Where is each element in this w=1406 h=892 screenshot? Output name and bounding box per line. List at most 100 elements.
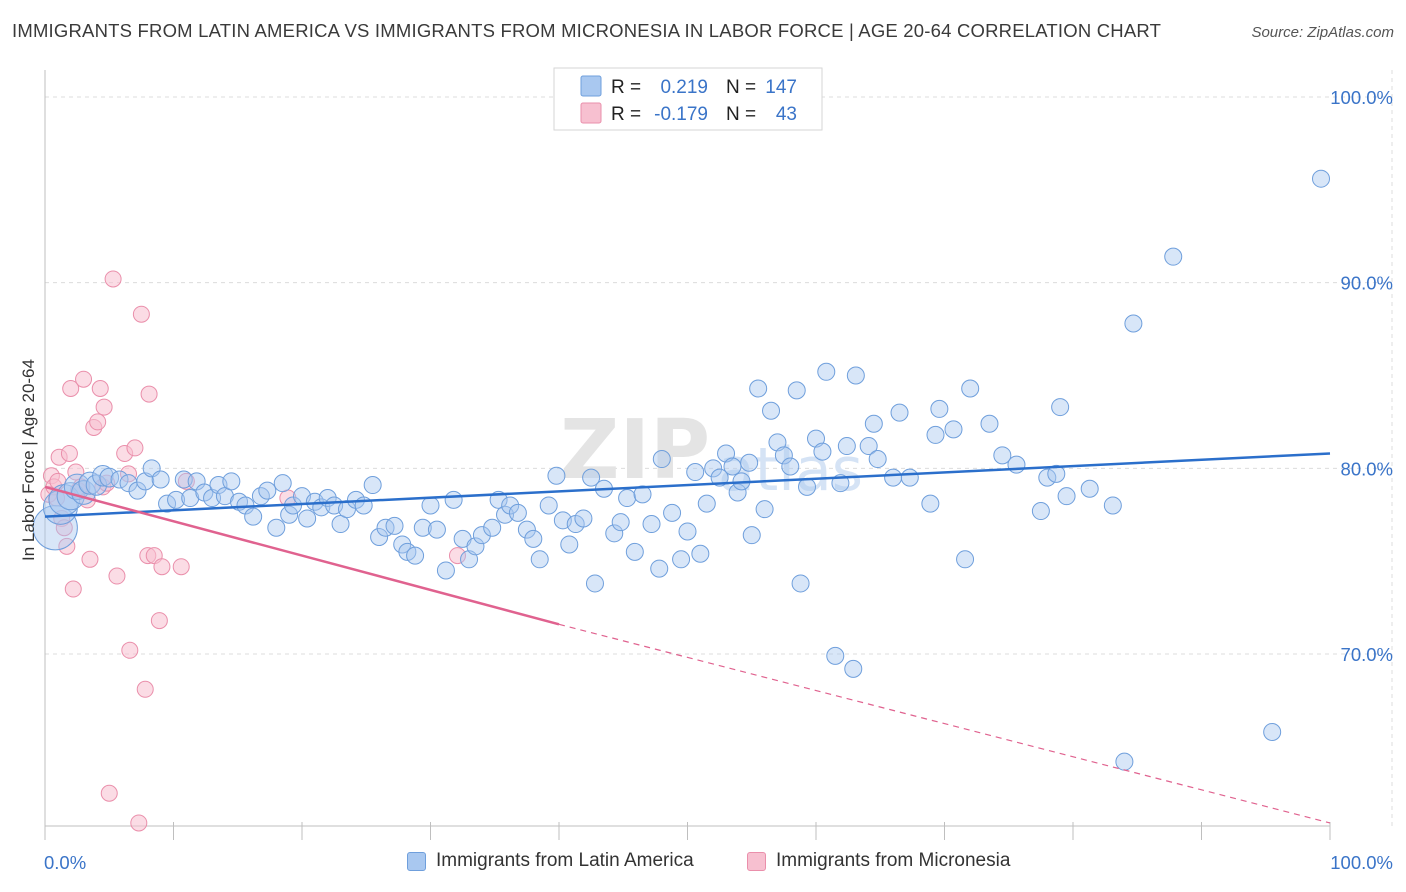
series-micronesia-points bbox=[40, 270, 466, 832]
y-tick-label: 90.0% bbox=[1341, 273, 1393, 294]
data-point-latin-america bbox=[1080, 479, 1099, 498]
data-point-micronesia bbox=[91, 379, 109, 397]
data-point-latin-america bbox=[686, 463, 705, 482]
data-point-latin-america bbox=[749, 379, 768, 398]
y-axis-label: In Labor Force | Age 20-64 bbox=[19, 359, 38, 561]
data-point-latin-america bbox=[582, 468, 601, 487]
stats-swatch-pink bbox=[580, 102, 602, 124]
data-point-latin-america bbox=[413, 518, 432, 537]
data-point-latin-america bbox=[717, 444, 736, 463]
data-point-latin-america bbox=[1103, 496, 1122, 515]
data-point-latin-america bbox=[1051, 398, 1070, 417]
data-point-latin-america bbox=[406, 546, 425, 565]
data-point-micronesia bbox=[132, 305, 150, 323]
data-point-latin-america bbox=[742, 526, 761, 545]
data-point-latin-america bbox=[92, 465, 114, 487]
data-point-latin-america bbox=[884, 468, 903, 487]
stats-r-value-1: 0.219 bbox=[660, 77, 708, 98]
data-point-latin-america bbox=[483, 518, 502, 537]
tick-labels: 70.0% 80.0% 90.0% 100.0% 0.0% 100.0% bbox=[44, 87, 1393, 873]
data-point-micronesia bbox=[62, 379, 80, 397]
data-point-latin-america bbox=[508, 503, 527, 522]
stats-r-label-1: R = bbox=[611, 77, 641, 98]
data-point-latin-america bbox=[244, 507, 263, 526]
data-point-latin-america bbox=[691, 544, 710, 563]
data-point-latin-america bbox=[298, 509, 317, 528]
data-point-micronesia bbox=[67, 463, 85, 481]
data-point-latin-america bbox=[78, 471, 102, 495]
trend-line-micronesia bbox=[44, 485, 560, 626]
data-point-latin-america bbox=[110, 470, 129, 489]
data-point-latin-america bbox=[817, 362, 836, 381]
data-point-latin-america bbox=[167, 490, 186, 509]
data-point-micronesia bbox=[136, 680, 154, 698]
data-point-latin-america bbox=[1164, 247, 1183, 266]
data-point-latin-america bbox=[151, 470, 170, 489]
data-point-latin-america bbox=[128, 481, 147, 500]
data-point-latin-america bbox=[1115, 752, 1134, 771]
data-point-latin-america bbox=[740, 453, 759, 472]
trend-line-micronesia-extension bbox=[558, 623, 1331, 824]
data-point-latin-america bbox=[663, 503, 682, 522]
data-point-latin-america bbox=[762, 401, 781, 420]
data-point-latin-america bbox=[930, 399, 949, 418]
x-tick-label: 0.0% bbox=[44, 852, 86, 873]
data-point-latin-america bbox=[605, 524, 624, 543]
data-point-latin-america bbox=[846, 366, 865, 385]
data-point-micronesia bbox=[75, 370, 93, 388]
data-point-latin-america bbox=[768, 433, 787, 452]
data-point-micronesia bbox=[64, 580, 82, 598]
data-point-latin-america bbox=[460, 550, 479, 569]
data-point-latin-america bbox=[421, 496, 440, 515]
series-latin-america-points bbox=[32, 169, 1331, 771]
data-point-latin-america bbox=[697, 494, 716, 513]
data-point-latin-america bbox=[501, 496, 520, 515]
legend-swatch-blue bbox=[407, 851, 426, 871]
stats-n-label-1: N = bbox=[726, 77, 756, 98]
data-point-micronesia bbox=[104, 270, 122, 288]
watermark-zip: ZIP bbox=[560, 403, 710, 498]
y-tick-label: 70.0% bbox=[1341, 644, 1393, 665]
data-point-latin-america bbox=[781, 457, 800, 476]
data-point-latin-america bbox=[215, 487, 234, 506]
data-point-latin-america bbox=[704, 459, 723, 478]
y-tick-label: 80.0% bbox=[1341, 458, 1393, 479]
data-point-latin-america bbox=[258, 481, 277, 500]
data-point-latin-america bbox=[1124, 314, 1143, 333]
legend-label-latin-america: Immigrants from Latin America bbox=[436, 850, 694, 871]
data-point-latin-america bbox=[859, 437, 878, 456]
data-point-micronesia bbox=[100, 784, 118, 802]
data-point-latin-america bbox=[1007, 455, 1026, 474]
data-point-latin-america bbox=[427, 520, 446, 539]
data-point-latin-america bbox=[517, 520, 536, 539]
data-point-micronesia bbox=[150, 612, 168, 630]
data-point-latin-america bbox=[524, 529, 543, 548]
legend-item-latin-america[interactable]: Immigrants from Latin America bbox=[407, 850, 694, 872]
legend-label-micronesia: Immigrants from Micronesia bbox=[776, 850, 1011, 871]
data-point-latin-america bbox=[625, 542, 644, 561]
data-point-latin-america bbox=[436, 561, 455, 580]
data-point-latin-america bbox=[642, 515, 661, 534]
data-point-latin-america bbox=[466, 537, 485, 556]
axes bbox=[44, 70, 1331, 840]
x-tick-label: 100.0% bbox=[1330, 852, 1393, 873]
chart-source: Source: ZipAtlas.com bbox=[1251, 24, 1394, 41]
data-point-latin-america bbox=[652, 450, 671, 469]
data-point-latin-america bbox=[798, 477, 817, 496]
data-point-latin-america bbox=[560, 535, 579, 554]
data-point-latin-america bbox=[370, 528, 389, 547]
data-point-latin-america bbox=[280, 505, 299, 524]
data-point-latin-america bbox=[574, 509, 593, 528]
trend-lines bbox=[44, 452, 1331, 824]
data-point-micronesia bbox=[153, 558, 171, 576]
legend-item-micronesia[interactable]: Immigrants from Micronesia bbox=[747, 850, 1010, 872]
data-point-latin-america bbox=[890, 403, 909, 422]
data-point-latin-america bbox=[1047, 464, 1066, 483]
data-point-latin-america bbox=[363, 476, 382, 495]
data-point-latin-america bbox=[755, 500, 774, 519]
data-point-latin-america bbox=[926, 425, 945, 444]
data-point-latin-america bbox=[376, 518, 395, 537]
data-point-latin-america bbox=[385, 516, 404, 535]
